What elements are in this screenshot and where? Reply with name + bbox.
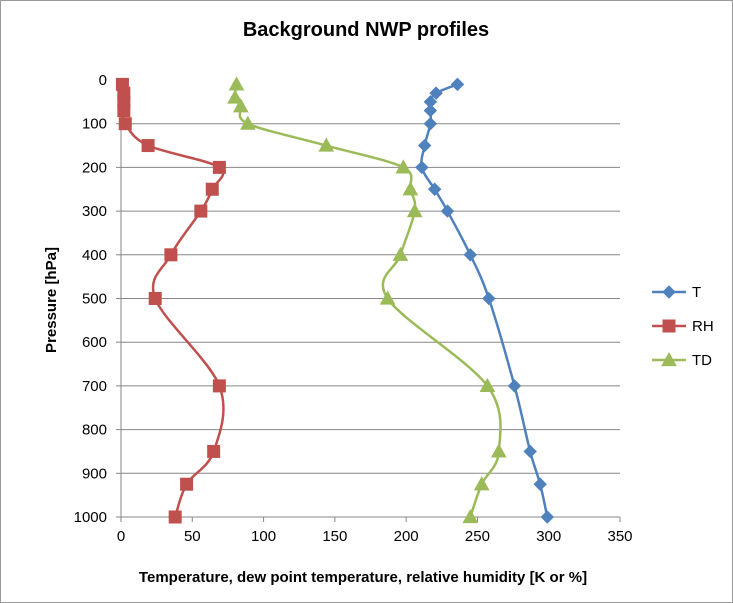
data-point-td bbox=[392, 246, 409, 261]
x-tick-label: 150 bbox=[322, 528, 347, 545]
y-tick-label: 0 bbox=[99, 72, 107, 89]
y-tick-label: 800 bbox=[82, 422, 107, 439]
series-td bbox=[227, 76, 507, 524]
data-point-td bbox=[240, 115, 256, 130]
y-tick-label: 500 bbox=[82, 291, 107, 308]
data-point-td bbox=[395, 159, 412, 174]
data-point-t bbox=[429, 86, 443, 100]
legend-label-td: TD bbox=[692, 352, 712, 369]
x-tick-label: 200 bbox=[394, 528, 419, 545]
data-point-t bbox=[482, 291, 496, 306]
series-line-td bbox=[233, 84, 502, 518]
x-tick-label: 50 bbox=[184, 528, 201, 545]
data-point-td bbox=[379, 290, 396, 305]
data-point-rh bbox=[207, 444, 221, 458]
data-point-t bbox=[415, 160, 429, 175]
data-point-t bbox=[423, 103, 438, 118]
data-point-t bbox=[427, 182, 442, 196]
data-point-t bbox=[507, 379, 522, 393]
data-point-td bbox=[402, 181, 419, 196]
x-tick-label: 250 bbox=[465, 528, 490, 545]
legend: T RH TD bbox=[652, 284, 714, 369]
legend-label-t: T bbox=[692, 284, 701, 301]
series-rh bbox=[115, 77, 226, 524]
axes bbox=[116, 79, 621, 522]
series-t bbox=[415, 77, 554, 524]
data-point-rh bbox=[141, 139, 155, 153]
y-tick-label: 1000 bbox=[74, 509, 107, 526]
x-tick-labels: 0 50 100 150 200 250 300 350 bbox=[117, 528, 633, 545]
legend-marker-t bbox=[662, 285, 676, 299]
y-axis-label: Pressure [hPa] bbox=[43, 247, 60, 353]
data-point-td bbox=[232, 98, 249, 113]
series-group bbox=[115, 76, 554, 524]
x-tick-label: 100 bbox=[251, 528, 276, 545]
y-tick-label: 200 bbox=[82, 159, 107, 176]
data-point-td bbox=[462, 508, 479, 524]
data-point-rh bbox=[212, 160, 226, 174]
data-point-rh bbox=[205, 182, 219, 196]
y-tick-label: 600 bbox=[82, 334, 107, 351]
y-tick-labels: 0 100 200 300 400 500 600 700 800 900 1000 bbox=[74, 72, 107, 526]
data-point-td bbox=[318, 137, 335, 152]
y-tick-label: 400 bbox=[82, 247, 107, 264]
y-tick-label: 300 bbox=[82, 203, 107, 220]
legend-item-rh: RH bbox=[652, 318, 714, 335]
data-point-t bbox=[440, 204, 455, 218]
legend-marker-rh bbox=[662, 319, 676, 333]
legend-item-t: T bbox=[652, 284, 701, 301]
data-point-rh bbox=[212, 379, 226, 393]
data-point-td bbox=[490, 443, 507, 458]
data-point-t bbox=[450, 77, 465, 92]
data-point-rh bbox=[164, 248, 178, 262]
y-tick-label: 700 bbox=[82, 378, 107, 395]
data-point-rh bbox=[148, 292, 162, 305]
legend-item-td: TD bbox=[652, 351, 712, 369]
data-point-t bbox=[423, 116, 438, 131]
data-point-rh bbox=[118, 117, 132, 131]
data-point-rh bbox=[168, 510, 182, 524]
data-point-td bbox=[227, 89, 243, 104]
data-point-td bbox=[479, 377, 496, 392]
x-axis-label: Temperature, dew point temperature, rela… bbox=[139, 569, 587, 586]
data-point-t bbox=[533, 477, 547, 491]
data-point-rh bbox=[117, 104, 131, 118]
data-point-t bbox=[523, 444, 537, 459]
data-point-rh bbox=[180, 477, 194, 491]
legend-marker-td bbox=[661, 351, 677, 367]
chart-title: Background NWP profiles bbox=[243, 19, 489, 41]
legend-label-rh: RH bbox=[692, 318, 714, 335]
data-point-td bbox=[406, 203, 423, 218]
x-tick-label: 300 bbox=[536, 528, 561, 545]
x-tick-label: 350 bbox=[607, 528, 632, 545]
y-tick-label: 900 bbox=[82, 465, 107, 482]
data-point-t bbox=[463, 248, 478, 262]
data-point-rh bbox=[194, 204, 208, 218]
data-point-t bbox=[417, 138, 432, 153]
data-point-td bbox=[228, 76, 245, 91]
data-point-t bbox=[540, 510, 554, 524]
y-tick-label: 100 bbox=[82, 116, 107, 133]
grid-lines bbox=[121, 123, 620, 518]
data-point-td bbox=[473, 476, 490, 491]
x-tick-label: 0 bbox=[117, 528, 125, 545]
